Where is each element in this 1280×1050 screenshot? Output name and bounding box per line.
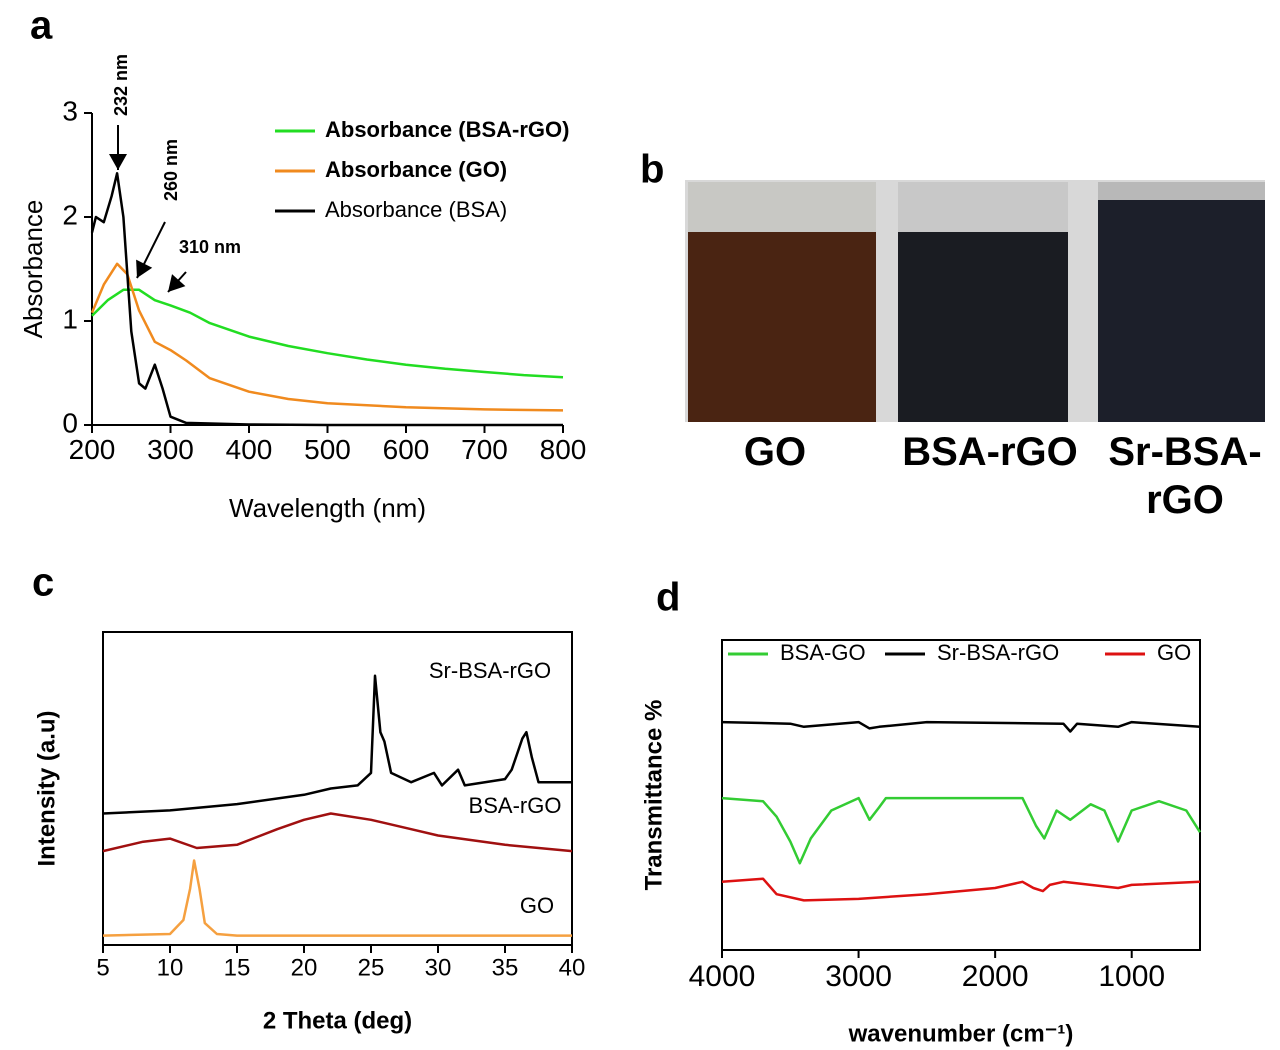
- legend-label: Sr-BSA-rGO: [937, 640, 1059, 665]
- x-tick-label: 4000: [689, 960, 756, 993]
- y-axis-label: Absorbance: [18, 200, 48, 339]
- vial-liquid: [1098, 200, 1265, 422]
- legend-label: Absorbance (BSA): [325, 197, 507, 222]
- x-tick-label: 400: [226, 434, 273, 465]
- series-line: [102, 674, 572, 815]
- x-axis-label: wavenumber (cm⁻¹): [848, 1020, 1074, 1047]
- panel-label: d: [656, 576, 680, 620]
- caption: Sr-BSA-rGO: [1108, 430, 1262, 522]
- x-tick-label: 500: [304, 434, 351, 465]
- panel-label: b: [640, 148, 664, 192]
- arrow-head: [136, 259, 153, 278]
- x-axis-label: 2 Theta (deg): [263, 1007, 412, 1034]
- x-tick-label: 200: [69, 434, 116, 465]
- legend-label: GO: [1157, 640, 1191, 665]
- photo: [685, 180, 1265, 422]
- legend-label: Absorbance (GO): [325, 157, 507, 182]
- x-tick-label: 1000: [1098, 960, 1165, 993]
- y-tick-label: 1: [62, 303, 78, 334]
- plot-frame: [721, 639, 1201, 951]
- panel-label: a: [30, 4, 53, 48]
- x-tick-label: 40: [559, 955, 586, 982]
- x-tick-label: 10: [157, 955, 184, 982]
- x-tick-label: 20: [291, 955, 318, 982]
- series-line: [721, 877, 1201, 902]
- series-line: [102, 859, 572, 937]
- panel-label: c: [32, 561, 54, 605]
- x-tick-label: 700: [461, 434, 508, 465]
- series-label: BSA-rGO: [469, 793, 562, 818]
- annotation: 310 nm: [179, 237, 241, 257]
- x-axis-label: Wavelength (nm): [229, 493, 426, 523]
- y-tick-label: 0: [62, 407, 78, 438]
- series-line: [102, 812, 573, 853]
- x-tick-label: 300: [147, 434, 194, 465]
- series-line: [90, 172, 563, 427]
- series-line: [91, 288, 564, 379]
- caption: GO: [743, 430, 807, 474]
- y-tick-label: 3: [62, 95, 78, 126]
- x-tick-label: 800: [540, 434, 587, 465]
- x-tick-label: 35: [492, 955, 519, 982]
- legend-label: Absorbance (BSA-rGO): [325, 117, 569, 142]
- x-tick-label: 25: [358, 955, 385, 982]
- vial-liquid: [688, 232, 876, 422]
- series-line: [90, 262, 564, 412]
- annotation: 232 nm: [111, 54, 131, 116]
- x-tick-label: 3000: [825, 960, 892, 993]
- series-line: [721, 720, 1201, 733]
- x-tick-label: 2000: [962, 960, 1029, 993]
- series-line: [721, 796, 1202, 865]
- annotation: 260 nm: [161, 139, 181, 201]
- plot-frame: [102, 631, 573, 946]
- x-tick-label: 30: [425, 955, 452, 982]
- y-axis-label: Transmittance %: [640, 700, 667, 891]
- arrow-head: [168, 274, 186, 292]
- x-tick-label: 5: [96, 955, 109, 982]
- y-axis-label: Intensity (a.u): [33, 710, 60, 866]
- caption: BSA-rGO: [902, 430, 1078, 474]
- y-tick-label: 2: [62, 199, 78, 230]
- x-tick-label: 600: [383, 434, 430, 465]
- legend-label: BSA-GO: [780, 640, 866, 665]
- arrow-head: [109, 154, 127, 170]
- series-label: GO: [520, 893, 554, 918]
- x-tick-label: 15: [224, 955, 251, 982]
- vial-liquid: [898, 232, 1068, 422]
- series-label: Sr-BSA-rGO: [429, 658, 551, 683]
